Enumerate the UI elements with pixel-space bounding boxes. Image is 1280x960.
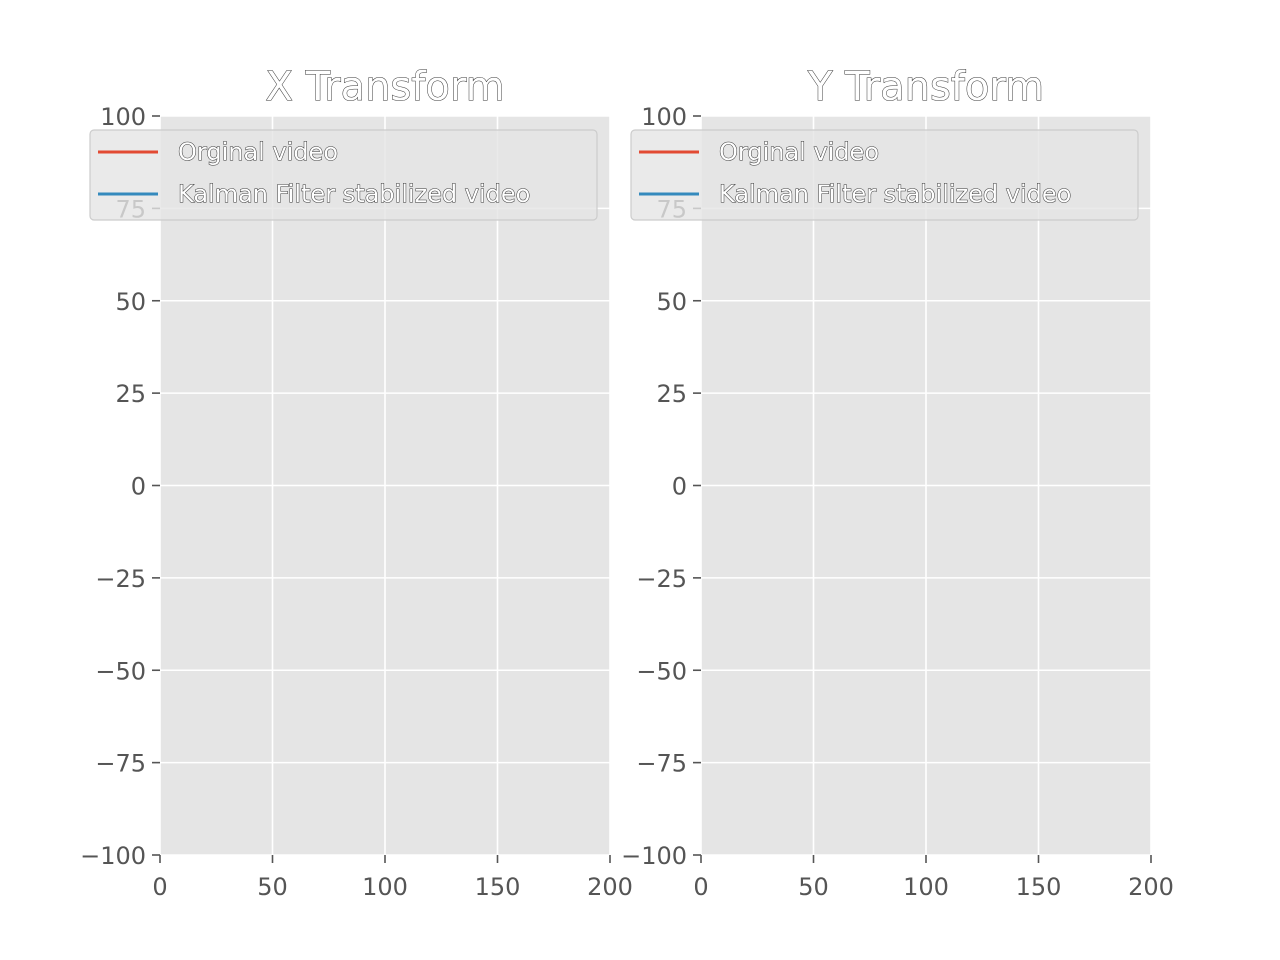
y-tick-label: −75 xyxy=(95,750,146,778)
y-tick-label: 50 xyxy=(656,288,687,316)
y-tick-label: 100 xyxy=(100,103,146,131)
y-tick-label: −25 xyxy=(95,565,146,593)
legend-label: Kalman Filter stabilized video xyxy=(719,180,1071,208)
y-tick-label: 50 xyxy=(115,288,146,316)
legend-label: Orginal video xyxy=(719,138,879,166)
y-tick-label: 25 xyxy=(656,380,687,408)
x-tick-label: 200 xyxy=(587,873,633,901)
x-tick-label: 50 xyxy=(257,873,288,901)
y-tick-label: −25 xyxy=(636,565,687,593)
legend-frame xyxy=(630,129,1139,221)
x-tick-label: 150 xyxy=(1016,873,1062,901)
y-tick-label: 25 xyxy=(115,380,146,408)
axes-title: Y Transform xyxy=(807,64,1044,110)
x-tick-label: 100 xyxy=(903,873,949,901)
x-tick-label: 150 xyxy=(475,873,521,901)
legend: Orginal video Kalman Filter stabilized vi… xyxy=(89,129,598,221)
legend: Orginal video Kalman Filter stabilized vi… xyxy=(630,129,1139,221)
y-tick-label: 0 xyxy=(131,473,146,501)
x-tick-label: 0 xyxy=(693,873,708,901)
x-tick-label: 0 xyxy=(152,873,167,901)
axes-title: X Transform xyxy=(265,64,504,110)
legend-frame xyxy=(89,129,598,221)
grid xyxy=(159,115,611,856)
legend-label: Kalman Filter stabilized video xyxy=(178,180,530,208)
y-tick-label: −100 xyxy=(80,842,146,870)
y-tick-label: −100 xyxy=(621,842,687,870)
y-tick-label: 0 xyxy=(672,473,687,501)
y-tick-label: 100 xyxy=(641,103,687,131)
legend-label: Orginal video xyxy=(178,138,338,166)
y-tick-label: −50 xyxy=(95,657,146,685)
x-tick-label: 100 xyxy=(362,873,408,901)
x-tick-label: 50 xyxy=(798,873,829,901)
y-tick-label: −75 xyxy=(636,750,687,778)
x-tick-label: 200 xyxy=(1128,873,1174,901)
y-tick-label: −50 xyxy=(636,657,687,685)
